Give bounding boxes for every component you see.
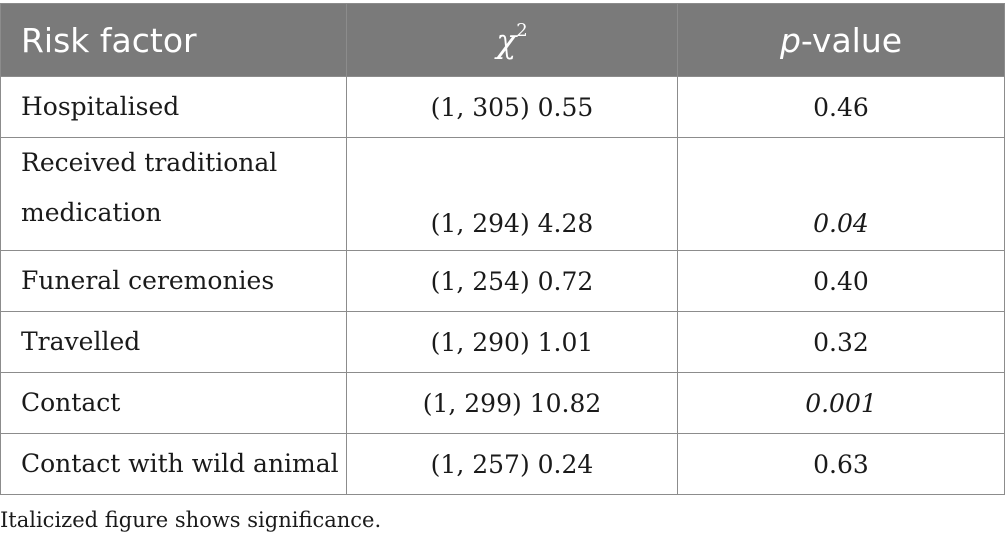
chi-square-cell: (1, 299) 10.82: [346, 372, 678, 434]
p-value-cell: 0.32: [677, 311, 1005, 373]
p-value-suffix: -value: [800, 20, 903, 60]
risk-factor-cell: Received traditional medication: [0, 137, 347, 251]
table-row: Contact (1, 299) 10.82 0.001: [0, 372, 1005, 434]
risk-factor-cell: Travelled: [0, 311, 347, 373]
risk-factor-cell: Funeral ceremonies: [0, 250, 347, 312]
p-value-cell-significant: 0.04: [677, 137, 1005, 251]
risk-factor-cell: Contact with wild animal: [0, 433, 347, 495]
chi-square-cell: (1, 290) 1.01: [346, 311, 678, 373]
p-value-cell: 0.46: [677, 76, 1005, 138]
header-p-value: p-value: [677, 3, 1005, 77]
table-row: Received traditional medication (1, 294) …: [0, 137, 1005, 251]
header-risk-factor: Risk factor: [0, 3, 347, 77]
header-chi-square: χ2: [346, 3, 678, 77]
p-value-cell-significant: 0.001: [677, 372, 1005, 434]
risk-factor-table: Risk factor χ2 p-value Hospitalised (1, …: [0, 3, 1005, 495]
chi-superscript: 2: [516, 20, 528, 41]
chi-square-cell: (1, 254) 0.72: [346, 250, 678, 312]
risk-factor-cell: Hospitalised: [0, 76, 347, 138]
chi-square-cell: (1, 257) 0.24: [346, 433, 678, 495]
chi-symbol: χ: [496, 21, 517, 60]
risk-factor-line-1: Received traditional: [21, 148, 278, 177]
risk-factor-cell: Contact: [0, 372, 347, 434]
p-value-cell: 0.63: [677, 433, 1005, 495]
table-footnote: Italicized figure shows significance.: [0, 508, 382, 532]
p-value-cell: 0.40: [677, 250, 1005, 312]
chi-square-cell: (1, 294) 4.28: [346, 137, 678, 251]
table-row: Hospitalised (1, 305) 0.55 0.46: [0, 76, 1005, 138]
table-row: Travelled (1, 290) 1.01 0.32: [0, 311, 1005, 373]
chi-square-cell: (1, 305) 0.55: [346, 76, 678, 138]
table-header-row: Risk factor χ2 p-value: [0, 3, 1005, 77]
p-letter: p: [779, 20, 801, 60]
risk-factor-line-2: medication: [21, 198, 162, 227]
table-row: Funeral ceremonies (1, 254) 0.72 0.40: [0, 250, 1005, 312]
table-row: Contact with wild animal (1, 257) 0.24 0…: [0, 433, 1005, 495]
